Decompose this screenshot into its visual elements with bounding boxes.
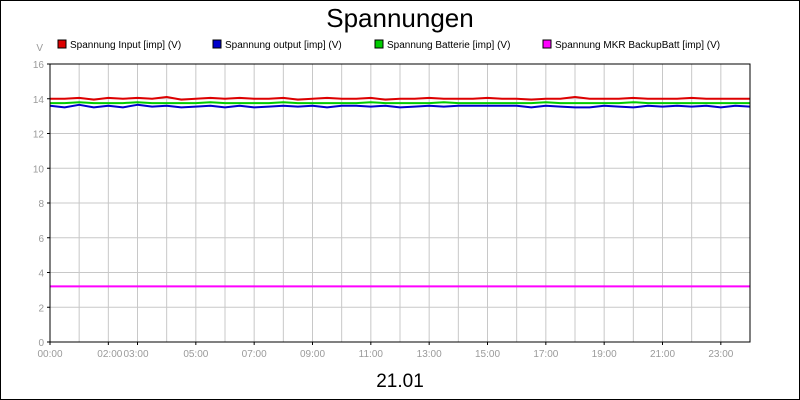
legend-item-4: Spannung MKR BackupBatt [imp] (V) bbox=[542, 39, 720, 51]
y-tick-label: 8 bbox=[38, 199, 44, 210]
x-tick-label: 23:00 bbox=[708, 349, 733, 360]
y-tick-label: 2 bbox=[38, 303, 44, 314]
x-tick-label: 13:00 bbox=[417, 349, 442, 360]
chart-title: Spannungen bbox=[326, 3, 473, 33]
x-axis-ticks: 00:00 02:00 03:00 05:00 07:00 09:00 11:00 13:00… bbox=[37, 342, 734, 360]
legend-label: Spannung MKR BackupBatt [imp] (V) bbox=[555, 40, 720, 51]
y-tick-label: 16 bbox=[33, 60, 45, 71]
legend-item-2: Spannung output [imp] (V) bbox=[212, 39, 342, 51]
y-tick-label: 4 bbox=[38, 269, 44, 280]
x-tick-label: 02:00 bbox=[97, 349, 122, 360]
legend-label: Spannung Input [imp] (V) bbox=[70, 40, 181, 51]
legend-label: Spannung output [imp] (V) bbox=[225, 40, 342, 51]
legend: Spannung Input [imp] (V) Spannung output … bbox=[57, 39, 720, 51]
legend-swatch bbox=[57, 39, 67, 49]
legend-swatch bbox=[542, 39, 552, 49]
x-tick-label: 00:00 bbox=[37, 349, 62, 360]
x-tick-label: 21:00 bbox=[650, 349, 675, 360]
x-tick-label: 07:00 bbox=[242, 349, 267, 360]
x-tick-label: 17:00 bbox=[533, 349, 558, 360]
plot-area bbox=[49, 63, 751, 343]
x-tick-label: 11:00 bbox=[359, 349, 384, 360]
x-tick-label: 05:00 bbox=[183, 349, 208, 360]
series-line-2 bbox=[49, 103, 751, 109]
y-tick-label: 10 bbox=[33, 164, 45, 175]
x-axis-label: 21.01 bbox=[376, 371, 424, 392]
legend-swatch bbox=[212, 39, 222, 49]
y-tick-label: 14 bbox=[33, 95, 45, 106]
series-layer bbox=[49, 96, 751, 288]
legend-label: Spannung Batterie [imp] (V) bbox=[387, 40, 510, 51]
x-tick-label: 09:00 bbox=[300, 349, 325, 360]
y-axis-ticks: 0 2 4 6 8 10 12 14 16 bbox=[33, 60, 50, 349]
legend-item-1: Spannung Input [imp] (V) bbox=[57, 39, 181, 51]
y-tick-label: 6 bbox=[38, 234, 44, 245]
y-tick-label: 12 bbox=[33, 130, 45, 141]
y-tick-label: 0 bbox=[38, 338, 44, 349]
legend-swatch bbox=[374, 39, 384, 49]
x-tick-label: 19:00 bbox=[592, 349, 617, 360]
x-tick-label: 15:00 bbox=[475, 349, 500, 360]
x-tick-label: 03:00 bbox=[124, 349, 149, 360]
series-line-1 bbox=[50, 96, 750, 101]
y-axis-unit: V bbox=[36, 43, 43, 54]
legend-item-3: Spannung Batterie [imp] (V) bbox=[374, 39, 510, 51]
series-line-3 bbox=[50, 101, 750, 105]
